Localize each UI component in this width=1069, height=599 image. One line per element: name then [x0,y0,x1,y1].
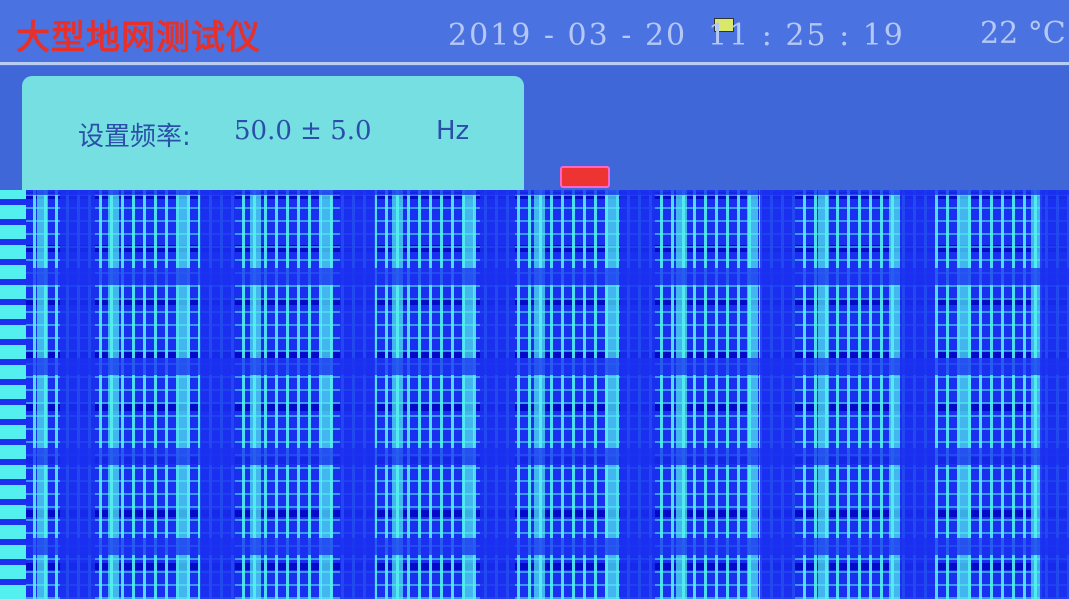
frequency-unit: Hz [436,116,470,146]
corrupted-display-overlay [0,190,1069,599]
temperature-display: 22 °C [980,16,1066,51]
corrupted-left-strip [0,190,26,599]
warning-icon [560,166,610,188]
app-title: 大型地网测试仪 [16,18,261,58]
time-display: 11 : 25 : 19 [708,18,905,53]
header-bar: 大型地网测试仪 2019 - 03 - 20 11 : 25 : 19 22 °… [0,0,1069,66]
date-display: 2019 - 03 - 20 [448,18,688,53]
header-divider [0,62,1069,65]
status-icon [714,18,734,32]
frequency-value[interactable]: 50.0 ± 5.0 [234,116,372,146]
frequency-label: 设置频率: [78,122,191,152]
